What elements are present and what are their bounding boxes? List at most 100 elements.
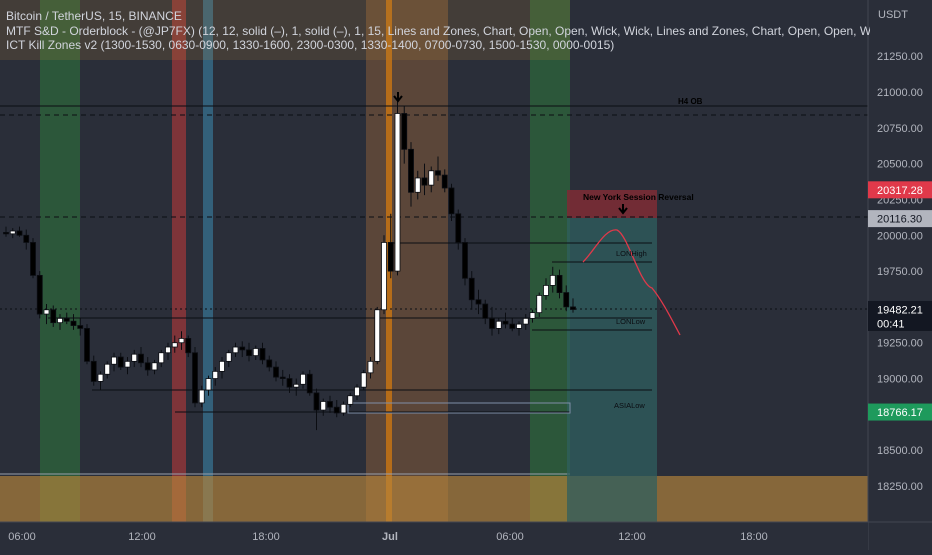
- ny-reversal-down-arrow: [618, 204, 628, 215]
- candle-body-15: [104, 363, 111, 375]
- killzone-band-5: [530, 0, 570, 522]
- candle-body-29: [198, 389, 205, 404]
- candle-body-0: [3, 232, 9, 235]
- candle-body-34: [232, 346, 239, 354]
- time-tick-3: Jul: [382, 531, 398, 543]
- candle-body-5: [36, 274, 43, 315]
- candle-body-81: [549, 274, 556, 286]
- price-tick-11: 18500.00: [877, 445, 923, 457]
- candle-body-50: [340, 403, 347, 414]
- candle-body-38: [259, 348, 266, 361]
- candle-body-2: [16, 230, 23, 236]
- candle-body-45: [306, 373, 313, 394]
- candle-body-67: [455, 213, 462, 243]
- price-badge-last: [868, 300, 932, 331]
- candle-body-80: [543, 285, 549, 296]
- candle-body-24: [165, 346, 171, 354]
- candle-body-83: [563, 292, 570, 308]
- candle-body-73: [495, 320, 502, 329]
- price-tick-2: 20750.00: [877, 123, 923, 135]
- candle-body-42: [286, 378, 293, 388]
- ny-reversal-label: New York Session Reversal: [583, 192, 694, 202]
- lon-low-label: LONLow: [616, 317, 646, 326]
- candle-body-70: [475, 299, 482, 305]
- candle-body-78: [529, 312, 536, 319]
- candle-body-49: [333, 406, 340, 414]
- price-tick-12: 18250.00: [877, 481, 923, 493]
- candle-body-6: [43, 309, 50, 315]
- price-tick-6: 19750.00: [877, 266, 923, 278]
- candle-body-77: [522, 317, 529, 325]
- candle-body-82: [556, 274, 563, 293]
- asia-liquidity-box: [347, 402, 571, 414]
- candle-body-7: [50, 309, 57, 324]
- bottom-orderblock-zone: [0, 476, 868, 522]
- candle-body-48: [327, 401, 333, 408]
- candle-body-68: [462, 242, 468, 279]
- candle-body-64: [435, 170, 441, 176]
- candle-body-14: [97, 373, 104, 382]
- killzone-band-3: [366, 0, 448, 522]
- price-badge-countdown: 00:41: [877, 318, 905, 330]
- killzone-band-0: [40, 0, 80, 522]
- price-tick-5: 20000.00: [877, 230, 923, 242]
- time-tick-4: 06:00: [496, 531, 524, 543]
- price-tick-9: 19000.00: [877, 374, 923, 386]
- candle-body-74: [502, 320, 509, 325]
- candle-body-75: [509, 323, 516, 329]
- candle-body-84: [570, 306, 576, 310]
- candle-body-27: [185, 338, 192, 354]
- candle-body-41: [279, 376, 286, 379]
- candle-body-21: [144, 362, 151, 371]
- killzone-band-2: [203, 0, 213, 522]
- candle-body-36: [246, 349, 252, 357]
- candle-body-22: [151, 362, 158, 371]
- time-tick-2: 18:00: [252, 531, 280, 543]
- price-badge-text-last: 19482.21: [877, 304, 923, 316]
- candle-body-26: [178, 338, 185, 344]
- candle-body-56: [381, 242, 387, 311]
- time-tick-6: 18:00: [740, 531, 768, 543]
- candle-body-40: [273, 366, 279, 378]
- candle-body-57: [387, 242, 394, 272]
- price-tick-3: 20500.00: [877, 159, 923, 171]
- candle-body-59: [401, 113, 408, 150]
- price-badge-text-green: 18766.17: [877, 407, 923, 419]
- candle-body-43: [293, 383, 300, 388]
- candle-body-19: [131, 353, 138, 362]
- candle-body-65: [441, 174, 448, 189]
- plot-background: [0, 0, 868, 522]
- candle-body-58: [394, 113, 401, 272]
- candle-body-71: [482, 303, 489, 319]
- candle-body-25: [171, 342, 178, 348]
- candle-body-51: [347, 395, 354, 405]
- candle-body-23: [158, 352, 165, 364]
- candle-body-13: [90, 360, 97, 382]
- candle-body-20: [138, 353, 144, 364]
- price-tick-0: 21250.00: [877, 51, 923, 63]
- time-axis-background: [0, 522, 868, 550]
- candle-body-46: [313, 392, 320, 411]
- candle-body-61: [414, 177, 421, 193]
- candle-body-32: [219, 360, 225, 372]
- price-badge-gray: [868, 210, 932, 228]
- top-orderblock-zone: [0, 0, 570, 60]
- time-tick-0: 06:00: [8, 531, 36, 543]
- candle-body-55: [374, 309, 381, 362]
- candle-body-28: [192, 352, 198, 404]
- candle-body-37: [252, 348, 259, 357]
- candle-body-1: [9, 230, 16, 235]
- price-axis-currency: USDT: [878, 9, 908, 21]
- price-badge-text-gray: 20116.30: [877, 214, 922, 226]
- killzone-band-1: [172, 0, 186, 522]
- time-tick-1: 12:00: [128, 531, 156, 543]
- ny-reversal-target-box: [567, 218, 657, 522]
- price-tick-8: 19250.00: [877, 338, 923, 350]
- candle-body-76: [516, 323, 522, 329]
- candle-body-53: [360, 372, 367, 388]
- candle-body-62: [421, 177, 428, 186]
- candle-body-4: [30, 242, 36, 276]
- forecast-line: [582, 229, 681, 336]
